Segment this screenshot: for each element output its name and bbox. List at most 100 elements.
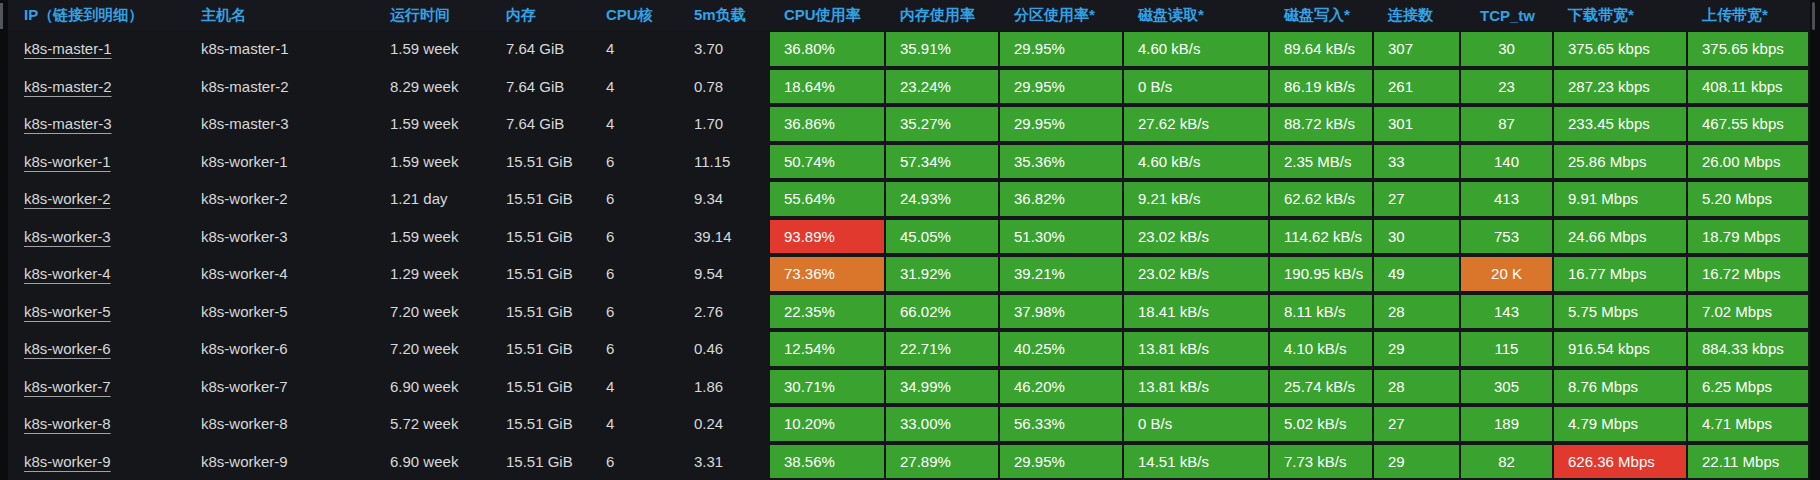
cell-ip: k8s-worker-7	[8, 368, 193, 406]
column-header-cores[interactable]: CPU核	[598, 0, 686, 30]
cell-ip: k8s-worker-1	[8, 143, 193, 181]
metric-cell-disk_read: 18.41 kB/s	[1124, 295, 1268, 329]
column-header-hostname[interactable]: 主机名	[193, 0, 382, 30]
metric-cell-cpu_usage: 12.54%	[770, 332, 884, 366]
metric-cell-disk_read: 14.51 kB/s	[1124, 445, 1268, 479]
metric-cell-tcp_tw: 413	[1461, 182, 1552, 216]
metric-cell-part_usage: 51.30%	[1000, 220, 1122, 254]
column-header-uptime[interactable]: 运行时间	[382, 0, 498, 30]
metric-cell-part_usage: 46.20%	[1000, 370, 1122, 404]
cell-hostname: k8s-worker-8	[193, 405, 382, 443]
metric-cell-upload_bw: 375.65 kbps	[1688, 32, 1808, 66]
column-header-upload_bw[interactable]: 上传带宽*	[1688, 0, 1810, 30]
cell-memory: 15.51 GiB	[498, 368, 598, 406]
metric-cell-part_usage: 36.82%	[1000, 182, 1122, 216]
metric-cell-tcp_tw: 143	[1461, 295, 1552, 329]
cell-hostname: k8s-worker-2	[193, 180, 382, 218]
cell-cores: 4	[598, 30, 686, 68]
cell-hostname: k8s-worker-5	[193, 293, 382, 331]
cell-hostname: k8s-worker-3	[193, 218, 382, 256]
cell-ip: k8s-worker-6	[8, 330, 193, 368]
column-header-ip[interactable]: IP（链接到明细）	[8, 0, 193, 30]
cell-load5m: 9.54	[686, 255, 770, 293]
column-header-disk_write[interactable]: 磁盘写入*	[1270, 0, 1374, 30]
metric-cell-disk_write: 190.95 kB/s	[1270, 257, 1372, 291]
ip-link[interactable]: k8s-worker-9	[24, 453, 111, 470]
metric-cell-tcp_tw: 23	[1461, 70, 1552, 104]
ip-link[interactable]: k8s-worker-2	[24, 190, 111, 207]
ip-link[interactable]: k8s-worker-6	[24, 340, 111, 357]
metric-cell-download_bw: 8.76 Mbps	[1554, 370, 1686, 404]
metric-cell-cpu_usage: 36.80%	[770, 32, 884, 66]
cell-ip: k8s-master-3	[8, 105, 193, 143]
metric-cell-part_usage: 29.95%	[1000, 32, 1122, 66]
column-header-mem_usage[interactable]: 内存使用率	[886, 0, 1000, 30]
cell-ip: k8s-worker-9	[8, 443, 193, 480]
cell-load5m: 0.46	[686, 330, 770, 368]
ip-link[interactable]: k8s-worker-5	[24, 303, 111, 320]
cell-load5m: 2.76	[686, 293, 770, 331]
cell-hostname: k8s-worker-7	[193, 368, 382, 406]
metric-cell-download_bw: 626.36 Mbps	[1554, 445, 1686, 479]
metric-cell-download_bw: 5.75 Mbps	[1554, 295, 1686, 329]
metric-cell-download_bw: 25.86 Mbps	[1554, 145, 1686, 179]
metric-cell-download_bw: 233.45 kbps	[1554, 107, 1686, 141]
metric-cell-cpu_usage: 38.56%	[770, 445, 884, 479]
metric-cell-upload_bw: 22.11 Mbps	[1688, 445, 1808, 479]
column-header-part_usage[interactable]: 分区使用率*	[1000, 0, 1124, 30]
metric-cell-disk_read: 0 B/s	[1124, 70, 1268, 104]
metric-cell-disk_write: 7.73 kB/s	[1270, 445, 1372, 479]
metric-cell-connections: 29	[1374, 445, 1459, 479]
metric-cell-mem_usage: 57.34%	[886, 145, 998, 179]
metric-cell-upload_bw: 7.02 Mbps	[1688, 295, 1808, 329]
metric-cell-upload_bw: 26.00 Mbps	[1688, 145, 1808, 179]
table-row: k8s-worker-6k8s-worker-67.20 week15.51 G…	[8, 330, 1810, 368]
ip-link[interactable]: k8s-master-3	[24, 115, 112, 132]
metric-cell-part_usage: 29.95%	[1000, 445, 1122, 479]
metric-cell-part_usage: 29.95%	[1000, 70, 1122, 104]
cell-cores: 6	[598, 143, 686, 181]
ip-link[interactable]: k8s-worker-4	[24, 265, 111, 282]
metric-cell-download_bw: 287.23 kbps	[1554, 70, 1686, 104]
cell-memory: 15.51 GiB	[498, 405, 598, 443]
cell-uptime: 6.90 week	[382, 368, 498, 406]
metric-cell-tcp_tw: 189	[1461, 407, 1552, 441]
cell-uptime: 1.29 week	[382, 255, 498, 293]
ip-link[interactable]: k8s-worker-3	[24, 228, 111, 245]
metric-cell-mem_usage: 35.27%	[886, 107, 998, 141]
metric-cell-mem_usage: 35.91%	[886, 32, 998, 66]
metric-cell-cpu_usage: 22.35%	[770, 295, 884, 329]
ip-link[interactable]: k8s-worker-1	[24, 153, 111, 170]
column-header-cpu_usage[interactable]: CPU使用率	[770, 0, 886, 30]
cell-load5m: 0.24	[686, 405, 770, 443]
cell-hostname: k8s-worker-4	[193, 255, 382, 293]
ip-link[interactable]: k8s-worker-8	[24, 415, 111, 432]
panel-edge-accent	[0, 3, 3, 29]
column-header-load5m[interactable]: 5m负载	[686, 0, 770, 30]
metric-cell-download_bw: 916.54 kbps	[1554, 332, 1686, 366]
metric-cell-upload_bw: 18.79 Mbps	[1688, 220, 1808, 254]
column-header-tcp_tw[interactable]: TCP_tw	[1461, 0, 1554, 30]
metric-cell-tcp_tw: 82	[1461, 445, 1552, 479]
ip-link[interactable]: k8s-worker-7	[24, 378, 111, 395]
cell-memory: 15.51 GiB	[498, 330, 598, 368]
column-header-memory[interactable]: 内存	[498, 0, 598, 30]
metric-cell-disk_write: 86.19 kB/s	[1270, 70, 1372, 104]
scrollbar-thumb[interactable]	[1812, 2, 1815, 30]
column-header-download_bw[interactable]: 下载带宽*	[1554, 0, 1688, 30]
metric-cell-disk_write: 25.74 kB/s	[1270, 370, 1372, 404]
cell-hostname: k8s-worker-9	[193, 443, 382, 480]
column-header-connections[interactable]: 连接数	[1374, 0, 1461, 30]
cell-ip: k8s-worker-3	[8, 218, 193, 256]
table-body: k8s-master-1k8s-master-11.59 week7.64 Gi…	[8, 30, 1810, 480]
cell-memory: 15.51 GiB	[498, 218, 598, 256]
cell-ip: k8s-worker-5	[8, 293, 193, 331]
ip-link[interactable]: k8s-master-2	[24, 78, 112, 95]
column-header-disk_read[interactable]: 磁盘读取*	[1124, 0, 1270, 30]
ip-link[interactable]: k8s-master-1	[24, 40, 112, 57]
metric-cell-disk_read: 27.62 kB/s	[1124, 107, 1268, 141]
table-header: IP（链接到明细）主机名运行时间内存CPU核5m负载CPU使用率内存使用率分区使…	[8, 0, 1810, 30]
cell-hostname: k8s-master-3	[193, 105, 382, 143]
metric-cell-mem_usage: 31.92%	[886, 257, 998, 291]
metric-cell-disk_write: 4.10 kB/s	[1270, 332, 1372, 366]
